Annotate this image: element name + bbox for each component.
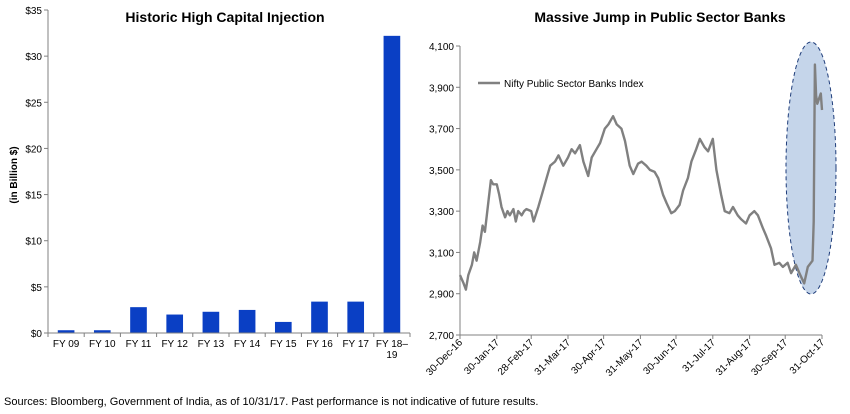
line-series [458, 63, 824, 291]
bar [202, 311, 220, 333]
source-footnote: Sources: Bloomberg, Government of India,… [4, 396, 539, 408]
bar [166, 314, 184, 333]
bar [238, 309, 256, 333]
line-x-axis: 30-Dec-1630-Jan-1728-Feb-1731-Mar-1730-A… [424, 334, 828, 379]
line-x-tick-label: 31-Aug-17 [714, 337, 755, 378]
bar-y-tick-label: $10 [25, 237, 42, 248]
line-chart: 2,700 2,900 3,100 3,300 3,500 3,700 3,900 4,100… [424, 41, 837, 379]
bar-y-tick-label: $25 [25, 98, 42, 109]
bar-x-tick-label: FY 10 [89, 339, 116, 350]
bar-x-tick-label: FY 11 [126, 339, 152, 350]
bar-y-tick-label: $20 [25, 144, 42, 155]
bar-chart: $0$5$10$15$20$25$30$35 FY 09 FY 10 FY 11 FY… [9, 6, 411, 361]
line-y-tick-label: 3,100 [429, 248, 454, 259]
bar-x-tick-label: FY 12 [161, 339, 188, 350]
line-y-axis: 2,700 2,900 3,100 3,300 3,500 3,700 3,900 4,100 [429, 42, 461, 342]
bar-x-tick-label: FY 13 [198, 339, 225, 350]
bar [130, 307, 147, 333]
bar-x-tick-label: FY 17 [342, 339, 369, 350]
highlight-ellipse [785, 41, 837, 295]
bar [347, 301, 365, 333]
bar-x-tick-label: FY 15 [270, 339, 297, 350]
line-x-tick-label: 28-Feb-17 [496, 337, 537, 378]
bar [57, 330, 75, 333]
bar-y-tick-label: $30 [25, 52, 42, 63]
bar-x-tick-label: FY 14 [234, 339, 261, 350]
line-x-tick-label: 31-Oct-17 [788, 337, 828, 377]
line-y-tick-label: 3,500 [429, 166, 454, 177]
legend-label: Nifty Public Sector Banks Index [504, 79, 644, 90]
line-y-tick-label: 2,900 [429, 290, 454, 301]
bar-chart-title: Historic High Capital Injection [125, 9, 325, 25]
bar-y-tick-label: $5 [31, 283, 43, 294]
bar-x-tick-label-cont: 19 [386, 350, 398, 361]
line-x-tick-label: 31-Mar-17 [533, 337, 574, 378]
line-y-tick-label: 3,300 [429, 207, 454, 218]
bar-y-tick-label: $0 [31, 329, 43, 340]
line-x-tick-label: 31-May-17 [604, 337, 646, 379]
bar-y-axis-label: (in Billion $) [9, 146, 20, 203]
line-x-tick-label: 31-Jul-17 [681, 337, 719, 375]
line-chart-title: Massive Jump in Public Sector Banks [534, 9, 786, 25]
line-y-tick-label: 3,700 [429, 125, 454, 136]
bar-series [57, 35, 401, 334]
line-y-tick-label: 2,700 [429, 331, 454, 342]
bar [311, 301, 328, 333]
line-x-tick-label: 30-Sep-17 [750, 337, 791, 378]
bar-x-tick-label: FY 18– [376, 339, 408, 350]
bar-y-tick-label: $35 [25, 6, 42, 17]
bar-x-tick-label: FY 16 [306, 339, 333, 350]
bar-x-tick-label: FY 09 [53, 339, 80, 350]
bar-x-axis: FY 09 FY 10 FY 11 FY 12 FY 13 FY 14 FY 15 FY 16… [47, 332, 411, 361]
bar [93, 330, 111, 333]
line-y-tick-label: 3,900 [429, 83, 454, 94]
index-line [458, 63, 824, 291]
line-legend: Nifty Public Sector Banks Index [478, 79, 644, 90]
line-x-tick-label: 30-Dec-16 [424, 337, 465, 378]
line-y-tick-label: 4,100 [429, 42, 454, 53]
bar [383, 35, 401, 334]
bar-y-axis: $0 $5 $10 $15 $20 $25 $30 $35 [25, 6, 49, 340]
bar-y-tick-label: $15 [25, 191, 42, 202]
line-x-tick-label: 30-Jun-17 [642, 337, 682, 377]
bar [274, 321, 292, 333]
